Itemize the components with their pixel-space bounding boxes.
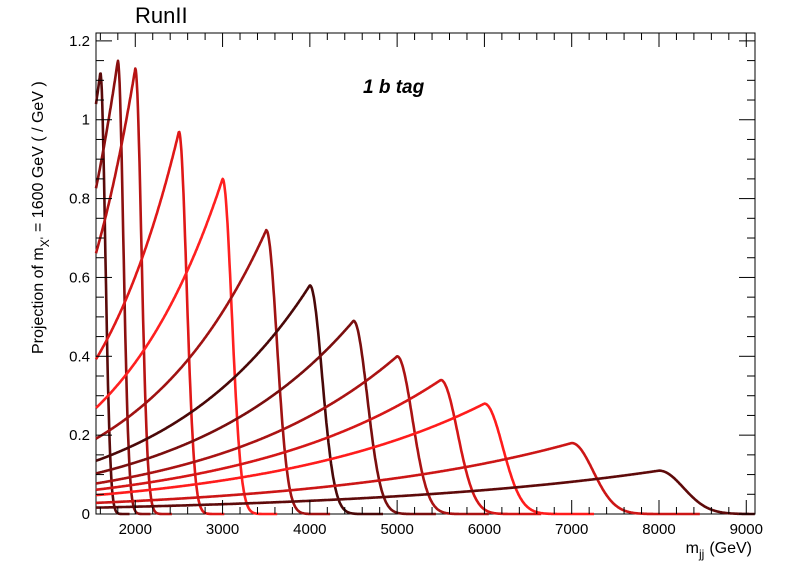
x-tick-label: 8000 xyxy=(642,521,675,538)
series-line-m1800 xyxy=(94,59,152,516)
x-tick-label: 6000 xyxy=(468,521,501,538)
y-tick-label: 0.4 xyxy=(69,348,90,365)
y-tick-label: 0.6 xyxy=(69,269,90,286)
x-tick-label: 3000 xyxy=(206,521,239,538)
x-tick-label: 2000 xyxy=(119,521,152,538)
series-line-m5500 xyxy=(95,378,542,516)
x-tick-label: 5000 xyxy=(380,521,413,538)
x-axis-title: mjj (GeV) xyxy=(686,540,752,561)
y-tick-label: 0.2 xyxy=(69,427,90,444)
y-tick-label: 1.2 xyxy=(69,33,90,50)
series-line-m8000 xyxy=(95,469,756,516)
x-axis-title-sub: jj xyxy=(698,547,704,561)
series-line-m7000 xyxy=(95,441,701,516)
series-line-m5000 xyxy=(95,355,490,516)
chart-title: RunII xyxy=(135,3,188,28)
y-axis-title-post: = 1600 GeV ( / GeV ) xyxy=(30,81,47,232)
series-line-m2000 xyxy=(94,67,173,516)
series-line-m2500 xyxy=(94,130,226,516)
series-line-m4000 xyxy=(95,284,384,516)
axes-layer: 2000 3000 4000 5000 6000 7000 8000 9000 0 0.2 0.4 0… xyxy=(69,33,763,538)
y-axis-title: Projection of mX' = 1600 GeV ( / GeV ) xyxy=(30,81,52,354)
series-line-m6000 xyxy=(95,402,595,516)
x-axis-title-main: m xyxy=(686,540,699,557)
plot-frame xyxy=(95,32,756,515)
x-tick-label: 7000 xyxy=(555,521,588,538)
x-tick-label: 4000 xyxy=(293,521,326,538)
y-tick-label: 0.8 xyxy=(69,191,90,208)
series-line-m1600 xyxy=(94,72,131,516)
y-axis-title-sub: X' xyxy=(38,237,52,247)
y-tick-label: 0 xyxy=(82,506,90,523)
x-tick-label: 9000 xyxy=(730,521,763,538)
series-line-m3500 xyxy=(95,228,331,516)
y-tick-label: 1 xyxy=(82,112,90,129)
y-axis-title-pre: Projection of m xyxy=(30,247,47,354)
x-axis-title-unit: (GeV) xyxy=(709,540,752,557)
tag-annotation: 1 b tag xyxy=(363,77,425,98)
curves-layer xyxy=(94,59,756,516)
